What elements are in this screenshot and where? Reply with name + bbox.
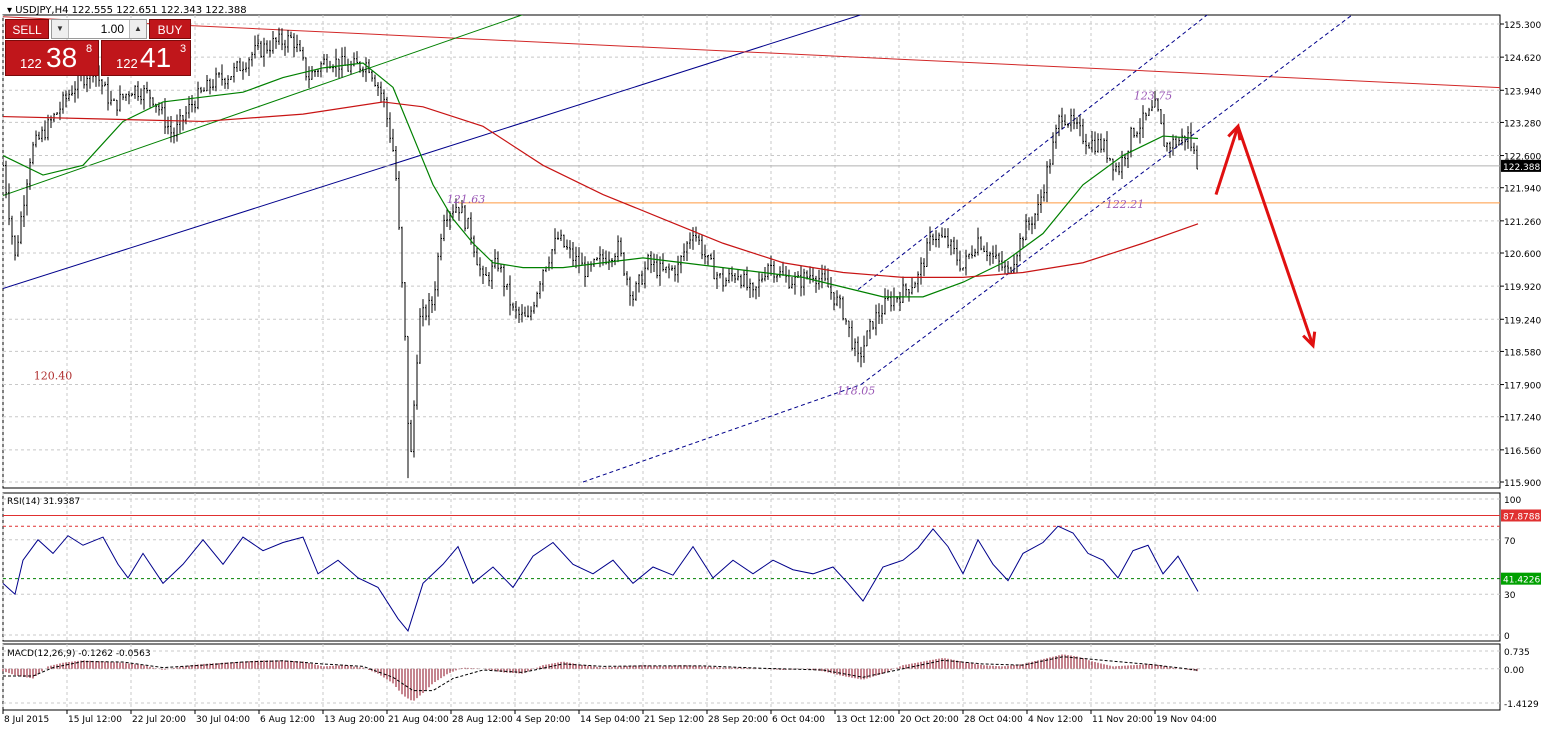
- x-tick-label: 20 Oct 20:00: [900, 715, 959, 725]
- candles: [3, 27, 1198, 479]
- forecast-arrow-2: [1236, 125, 1315, 347]
- red-trend-line: [3, 16, 1500, 89]
- rsi-y-tick-label: 100: [1504, 496, 1521, 506]
- x-tick-label: 19 Nov 04:00: [1156, 715, 1217, 725]
- rsi-level-label: 87.8788: [1503, 512, 1540, 522]
- rsi-level-badge: [1501, 509, 1541, 522]
- forecast-arrows: [1214, 123, 1317, 349]
- x-tick-label: 21 Aug 04:00: [388, 715, 449, 725]
- x-tick-label: 4 Nov 12:00: [1028, 715, 1083, 725]
- y-tick-label: 115.900: [1504, 479, 1541, 489]
- ask-price-fraction: 3: [180, 43, 187, 55]
- fast-moving-average: [3, 62, 1199, 298]
- x-tick-label: 30 Jul 04:00: [196, 715, 250, 725]
- macd-title: MACD(12,26,9) -0.1262 -0.0563: [7, 649, 151, 659]
- rsi-level-badge: [1501, 572, 1541, 585]
- rsi-y-tick-label: 0: [1504, 632, 1510, 642]
- rsi-y-tick-label: 70: [1504, 537, 1516, 547]
- x-tick-label: 6 Aug 12:00: [260, 715, 315, 725]
- y-tick-label: 123.280: [1504, 119, 1541, 129]
- y-tick-label: 123.940: [1504, 87, 1541, 97]
- current-price-badge: [1501, 159, 1541, 172]
- x-tick-label: 13 Aug 20:00: [324, 715, 385, 725]
- forecast-arrowhead-down: [1302, 331, 1317, 349]
- y-tick-label: 121.940: [1504, 185, 1541, 195]
- x-tick-label: 28 Sep 20:00: [708, 715, 768, 725]
- ask-price-prefix: 122: [116, 56, 138, 71]
- lot-decrease-icon[interactable]: ▼: [52, 20, 69, 38]
- x-tick-label: 28 Oct 04:00: [964, 715, 1023, 725]
- ask-price-main: 41: [140, 42, 172, 73]
- green-trend-line: [3, 15, 524, 196]
- x-tick-label: 22 Jul 20:00: [132, 715, 186, 725]
- buy-button[interactable]: BUY: [149, 19, 191, 39]
- price-annotation: 122.21: [1106, 198, 1145, 211]
- macd-y-tick-label: 0.00: [1504, 666, 1524, 676]
- x-tick-label: 4 Sep 20:00: [516, 715, 571, 725]
- macd-y-tick-label: -1.4129: [1504, 700, 1539, 710]
- channel-line: [582, 384, 862, 483]
- rsi-level-label: 41.4226: [1503, 576, 1540, 586]
- chart-title: ▾ USDJPY,H4 122.555 122.651 122.343 122.…: [7, 5, 247, 16]
- y-tick-label: 117.240: [1504, 414, 1541, 424]
- rsi-line: [2, 525, 1199, 632]
- macd-y-tick-label: 0.735: [1504, 648, 1530, 658]
- forecast-arrowhead-up: [1227, 123, 1242, 141]
- y-tick-label: 116.560: [1504, 447, 1541, 457]
- y-tick-label: 122.600: [1504, 153, 1541, 163]
- gridlines: [2, 15, 1500, 710]
- price-annotation: 118.05: [837, 384, 876, 397]
- x-tick-label: 13 Oct 12:00: [836, 715, 895, 725]
- x-tick-label: 14 Sep 04:00: [580, 715, 640, 725]
- x-tick-label: 15 Jul 12:00: [68, 715, 122, 725]
- bid-price-fraction: 8: [86, 43, 93, 55]
- macd-signal-line: [3, 656, 1199, 692]
- lot-size-value[interactable]: 1.00: [100, 22, 124, 36]
- price-annotation: 121.63: [447, 193, 486, 206]
- y-tick-label: 119.240: [1504, 316, 1541, 326]
- lot-increase-icon[interactable]: ▲: [129, 20, 146, 38]
- y-tick-label: 121.260: [1504, 218, 1541, 228]
- y-tick-label: 120.600: [1504, 250, 1541, 260]
- x-tick-label: 28 Aug 12:00: [452, 715, 513, 725]
- current-price-label: 122.388: [1503, 163, 1540, 173]
- channel-line: [857, 15, 1208, 290]
- y-tick-label: 119.920: [1504, 283, 1541, 293]
- price-annotation: 120.40: [34, 370, 73, 383]
- rsi-title: RSI(14) 31.9387: [7, 497, 80, 507]
- y-tick-label: 117.900: [1504, 382, 1541, 392]
- x-tick-label: 21 Sep 12:00: [644, 715, 704, 725]
- lot-size-stepper[interactable]: ▼ 1.00 ▲: [51, 19, 147, 39]
- x-tick-label: 6 Oct 04:00: [772, 715, 825, 725]
- channel-line: [860, 15, 1353, 385]
- one-click-trading-panel: SELL ▼ 1.00 ▲ BUY 122 38 8 122 41 3: [5, 19, 191, 77]
- bid-price-button[interactable]: 122 38 8: [5, 40, 99, 76]
- bid-price-prefix: 122: [20, 56, 42, 71]
- forecast-arrow-1: [1214, 125, 1240, 195]
- x-tick-label: 8 Jul 2015: [4, 715, 49, 725]
- y-tick-label: 118.580: [1504, 348, 1541, 358]
- y-tick-label: 124.620: [1504, 54, 1541, 64]
- bid-price-main: 38: [46, 42, 78, 73]
- x-tick-label: 11 Nov 20:00: [1092, 715, 1153, 725]
- sell-button[interactable]: SELL: [5, 19, 49, 39]
- trend-lines: [3, 15, 1500, 483]
- y-tick-label: 125.300: [1504, 21, 1541, 31]
- blue-trend-line: [3, 15, 863, 290]
- price-annotation: 123.75: [1134, 90, 1173, 103]
- slow-moving-average: [3, 101, 1199, 278]
- ask-price-button[interactable]: 122 41 3: [101, 40, 191, 76]
- rsi-y-tick-label: 30: [1504, 591, 1516, 601]
